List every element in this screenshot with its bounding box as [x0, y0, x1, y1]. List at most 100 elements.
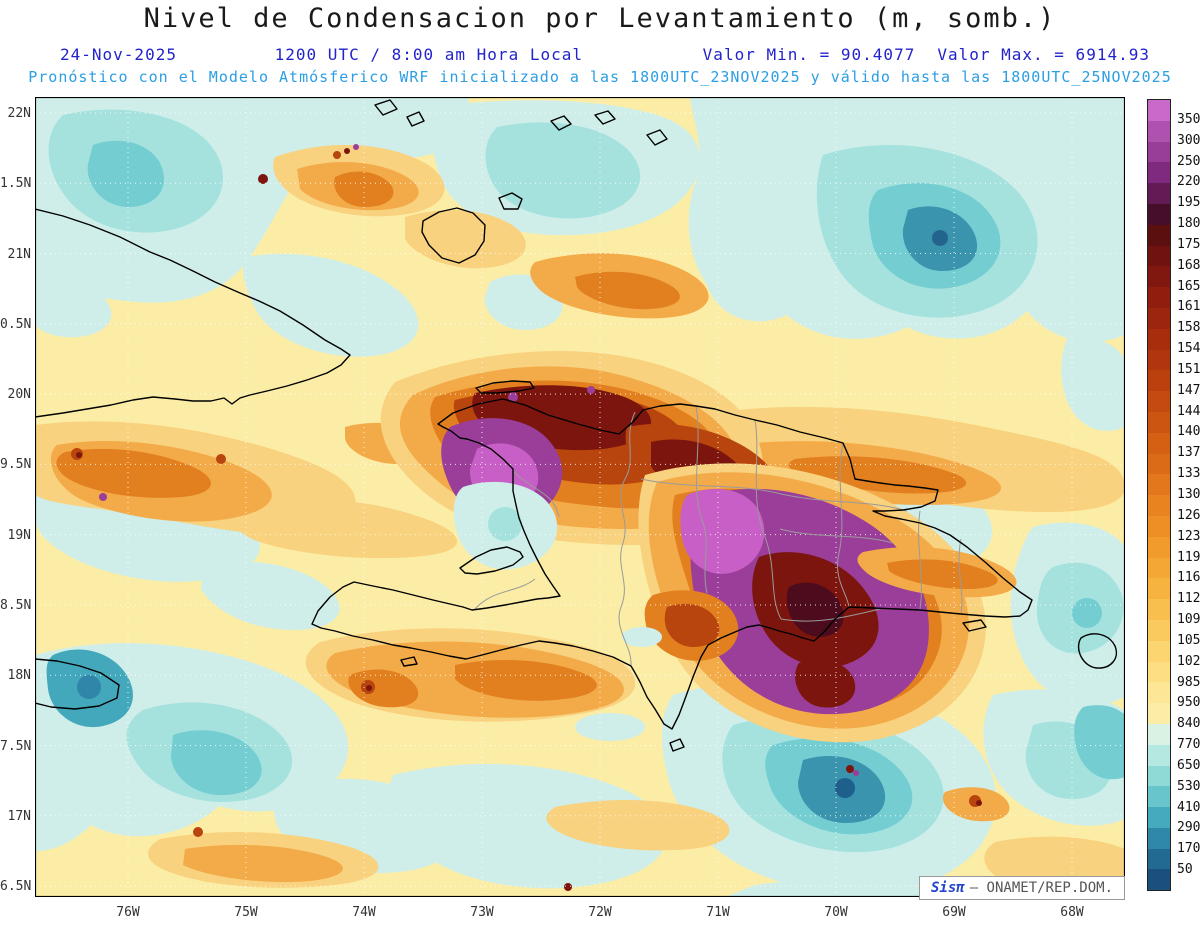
colorbar: [1147, 99, 1171, 891]
value-min: Valor Min. = 90.4077: [702, 45, 916, 64]
coastlines: [34, 99, 1117, 752]
province-borders: [474, 405, 963, 666]
colorbar-value: 1055: [1177, 632, 1200, 648]
colorbar-segment: [1148, 765, 1170, 787]
colorbar-value: 1650: [1177, 278, 1200, 294]
colorbar-value: 1265: [1177, 507, 1200, 523]
colorbar-segment: [1148, 744, 1170, 766]
colorbar-segment: [1148, 640, 1170, 662]
colorbar-value: 3500: [1177, 111, 1200, 127]
colorbar-segment: [1148, 120, 1170, 142]
colorbar-value: 50: [1177, 862, 1193, 878]
lon-tick-label: 76W: [116, 905, 140, 920]
colorbar-segment: [1148, 203, 1170, 225]
colorbar-value: 1750: [1177, 236, 1200, 252]
coast-beata: [669, 738, 685, 752]
page-title: Nivel de Condensacion por Levantamiento …: [143, 3, 1057, 34]
colorbar-segment: [1148, 515, 1170, 537]
lat-tick-label: 17N: [7, 808, 31, 824]
coast-great-inagua: [421, 207, 486, 264]
colorbar-segment: [1148, 349, 1170, 371]
colorbar-value: 1580: [1177, 320, 1200, 336]
colorbar-segment: [1148, 723, 1170, 745]
colorbar-segment: [1148, 453, 1170, 475]
colorbar-value: 1125: [1177, 591, 1200, 607]
colorbar-value: 530: [1177, 778, 1200, 794]
colorbar-value: 1475: [1177, 382, 1200, 398]
colorbar-segment: [1148, 682, 1170, 704]
colorbar-value: 1020: [1177, 653, 1200, 669]
colorbar-segment: [1148, 474, 1170, 496]
lon-tick-label: 72W: [588, 905, 612, 920]
colorbar-segment: [1148, 807, 1170, 828]
colorbar-segment: [1148, 578, 1170, 600]
colorbar-value: 290: [1177, 820, 1200, 836]
colorbar-value: 1510: [1177, 361, 1200, 377]
colorbar-segment: [1148, 411, 1170, 433]
colorbar-segment: [1148, 432, 1170, 454]
colorbar-value: 1230: [1177, 528, 1200, 544]
coast-hispaniola: [311, 398, 1033, 730]
lon-tick-label: 75W: [234, 905, 258, 920]
colorbar-value: 1300: [1177, 486, 1200, 502]
colorbar-value: 1335: [1177, 466, 1200, 482]
coast-little-inagua: [498, 192, 523, 210]
colorbar-value: 1160: [1177, 570, 1200, 586]
lat-tick-label: 18N: [7, 668, 31, 684]
colorbar-segment: [1148, 599, 1170, 620]
colorbar-segment: [1148, 557, 1170, 579]
lon-tick-label: 73W: [470, 905, 494, 920]
colorbar-value: 2200: [1177, 174, 1200, 190]
forecast-note: Pronóstico con el Modelo Atmósferico WRF…: [28, 68, 1172, 86]
colorbar-segment: [1148, 100, 1170, 121]
colorbar-segment: [1148, 536, 1170, 558]
colorbar-value: 985: [1177, 674, 1200, 690]
colorbar-value: 1800: [1177, 216, 1200, 232]
colorbar-value: 170: [1177, 841, 1200, 857]
colorbar-segment: [1148, 391, 1170, 412]
coast-saona: [962, 619, 987, 632]
colorbar-segment: [1148, 141, 1170, 163]
colorbar-segment: [1148, 661, 1170, 683]
colorbar-segment: [1148, 307, 1170, 329]
colorbar-value: 1370: [1177, 445, 1200, 461]
colorbar-value: 1440: [1177, 403, 1200, 419]
lat-tick-label: 22N: [7, 106, 31, 121]
coast-gonave: [459, 546, 524, 575]
colorbar-segment: [1148, 786, 1170, 808]
colorbar-segment: [1148, 827, 1170, 849]
header-info-row: 24-Nov-2025 1200 UTC / 8:00 am Hora Loca…: [60, 45, 1150, 64]
colorbar-value: 2500: [1177, 153, 1200, 169]
colorbar-value: 950: [1177, 695, 1200, 711]
lat-tick-label: 6.5N: [0, 879, 32, 895]
coast-caicos: [550, 110, 668, 146]
colorbar-segment: [1148, 266, 1170, 288]
lat-tick-label: 1.5N: [0, 176, 32, 192]
colorbar-value: 1195: [1177, 549, 1200, 565]
colorbar-value: 1545: [1177, 341, 1200, 357]
watermark-box: Sisπ — ONAMET/REP.DOM.: [919, 876, 1125, 900]
lon-tick-label: 71W: [706, 905, 730, 920]
colorbar-value: 1950: [1177, 195, 1200, 211]
colorbar-value: 650: [1177, 757, 1200, 773]
colorbar-value: 3000: [1177, 132, 1200, 148]
colorbar-segment: [1148, 370, 1170, 392]
lat-tick-label: 9.5N: [0, 457, 32, 473]
lat-tick-label: 21N: [7, 246, 31, 262]
colorbar-segment: [1148, 869, 1170, 891]
valid-date: 24-Nov-2025: [60, 45, 177, 64]
colorbar-segment: [1148, 183, 1170, 204]
colorbar-segment: [1148, 703, 1170, 724]
colorbar-value: 1405: [1177, 424, 1200, 440]
colorbar-segment: [1148, 328, 1170, 350]
colorbar-segment: [1148, 495, 1170, 516]
high-lcl-regions: [50, 162, 1017, 883]
value-specks: [71, 144, 982, 891]
contour-map-svg: [34, 96, 1126, 898]
colorbar-value: 1615: [1177, 299, 1200, 315]
watermark-org: — ONAMET/REP.DOM.: [969, 880, 1113, 896]
lat-tick-label: 8.5N: [0, 597, 32, 613]
grid-lines: [35, 97, 1125, 897]
colorbar-segment: [1148, 162, 1170, 184]
